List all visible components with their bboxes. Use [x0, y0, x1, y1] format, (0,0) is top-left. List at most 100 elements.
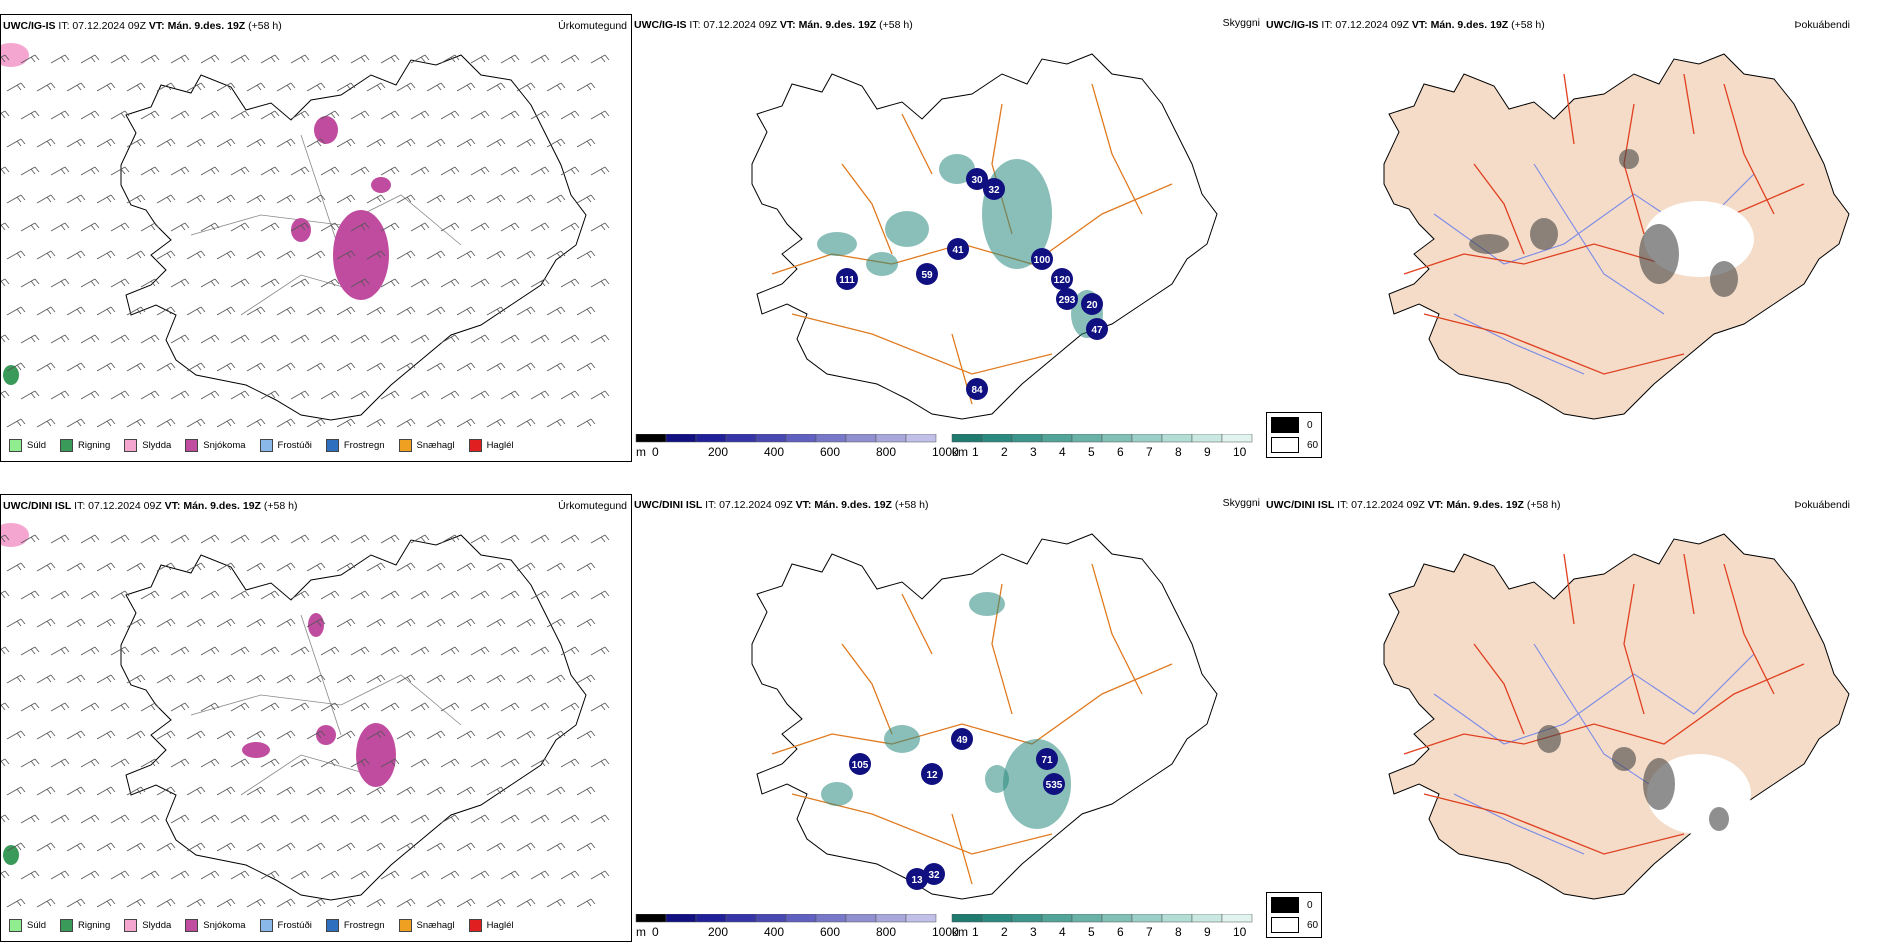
wind-barb-icon [456, 562, 476, 572]
wind-barb-icon [110, 222, 130, 232]
wind-barb-icon [186, 362, 206, 372]
wind-barb-icon [140, 278, 160, 288]
roads [1403, 553, 1805, 855]
visibility-tick: 7 [1146, 445, 1153, 459]
ceiling-tick: 200 [708, 445, 728, 459]
wind-barb-icon [336, 618, 356, 628]
wind-barb-icon [380, 110, 400, 120]
wind-barb-icon [20, 590, 40, 600]
wind-barb-icon [156, 138, 176, 148]
wind-barb-icon [276, 618, 296, 628]
wind-barb-icon [246, 362, 266, 372]
wind-barb-icon [306, 194, 326, 204]
wind-barb-icon [306, 730, 326, 740]
visibility-colorbar-cell [1101, 434, 1133, 443]
wind-barb-icon [126, 306, 146, 316]
wind-barb-icon [320, 870, 340, 880]
wind-barb-icon [80, 54, 100, 64]
fog-index-area [1612, 747, 1636, 771]
wind-barb-icon [276, 842, 296, 852]
wind-barb-icon [216, 194, 236, 204]
ceiling-colorbar-cell [815, 434, 847, 443]
visibility-tick: 9 [1204, 445, 1211, 459]
wind-barb-icon [306, 306, 326, 316]
wind-barb-icon [320, 334, 340, 344]
wind-barb-icon [576, 898, 596, 908]
wind-barb-icon [186, 898, 206, 908]
visibility-colorbar-cell [981, 914, 1013, 923]
wind-barb-icon [96, 194, 116, 204]
wind-barb-icon [486, 82, 506, 92]
wind-barb-icon [486, 306, 506, 316]
wind-barb-icon [560, 54, 580, 64]
wind-barb-icon [396, 730, 416, 740]
wind-barb-icon [410, 110, 430, 120]
wind-barb-icon [440, 110, 460, 120]
wind-barb-icon [1, 334, 10, 343]
wind-barb-icon [66, 786, 86, 796]
wind-barb-icon [336, 82, 356, 92]
wind-barb-icon [350, 390, 370, 400]
wind-barb-icon [530, 278, 550, 288]
snowfall-area [371, 177, 391, 193]
visibility-label-1: Skyggni [1222, 17, 1260, 29]
wind-barb-icon [426, 674, 446, 684]
wind-barb-icon [66, 730, 86, 740]
wind-barb-icon [320, 534, 340, 544]
wind-barb-icon [306, 674, 326, 684]
wind-barb-icon [516, 138, 536, 148]
wind-barb-icon [290, 54, 310, 64]
wind-barb-icon [440, 870, 460, 880]
wind-barb-icon [486, 842, 506, 852]
wind-barb-icon [396, 418, 416, 428]
wind-barb-icon [260, 334, 280, 344]
fog-map-2 [1383, 533, 1850, 900]
wind-barb-icon [560, 110, 580, 120]
wind-barb-icon [440, 222, 460, 232]
fog-panel-2: UWC/DINI ISL IT: 07.12.2024 09Z VT: Mán.… [1264, 494, 1900, 942]
wind-barb-icon [380, 166, 400, 176]
wind-barb-icon [170, 390, 190, 400]
legend-label: Súld [27, 440, 47, 451]
wind-barb-icon [290, 222, 310, 232]
wind-barb-icon [440, 334, 460, 344]
wind-barb-icon [516, 306, 536, 316]
wind-barb-icon [170, 110, 190, 120]
wind-barb-icon [306, 786, 326, 796]
visibility-colorbar-cell [1131, 434, 1163, 443]
wind-barb-icon [366, 250, 386, 260]
snowfall-area [333, 210, 389, 300]
wind-barb-icon [516, 194, 536, 204]
wind-barb-icon [1, 54, 10, 63]
legend-swatch [259, 919, 273, 932]
wind-barb-icon [336, 842, 356, 852]
sleet-area [1, 43, 29, 67]
wind-barb-icon [230, 758, 250, 768]
wind-barb-icon [110, 590, 130, 600]
wind-barb-icon [140, 54, 160, 64]
wind-barb-icon [396, 618, 416, 628]
precip-panel-1: UWC/IG-IS IT: 07.12.2024 09Z VT: Mán. 9.… [0, 14, 632, 462]
wind-barb-icon [320, 54, 340, 64]
wind-barb-icon [156, 418, 176, 428]
wind-barb-icon [576, 306, 596, 316]
wind-barb-icon [530, 758, 550, 768]
ceiling-colorbar-cell [905, 434, 937, 443]
wind-barb-icon [260, 870, 280, 880]
wind-barb-icon [170, 870, 190, 880]
legend-swatch [325, 919, 339, 932]
wind-barb-icon [200, 390, 220, 400]
low-ceiling-area [966, 378, 988, 400]
wind-barb-icon [350, 870, 370, 880]
wind-barb-icon [396, 306, 416, 316]
precip-panel-2: UWC/DINI ISL IT: 07.12.2024 09Z VT: Mán.… [0, 494, 632, 942]
wind-barb-icon [500, 870, 520, 880]
cloud-title-1: UWC/IG-IS IT: 07.12.2024 09Z VT: Mán. 9.… [634, 19, 913, 31]
wind-barb-icon [560, 278, 580, 288]
wind-barb-icon [140, 870, 160, 880]
wind-barb-icon [80, 534, 100, 544]
wind-barb-icon [426, 138, 446, 148]
wind-barb-icon [530, 334, 550, 344]
wind-barb-icon [486, 730, 506, 740]
wind-barb-icon [186, 562, 206, 572]
